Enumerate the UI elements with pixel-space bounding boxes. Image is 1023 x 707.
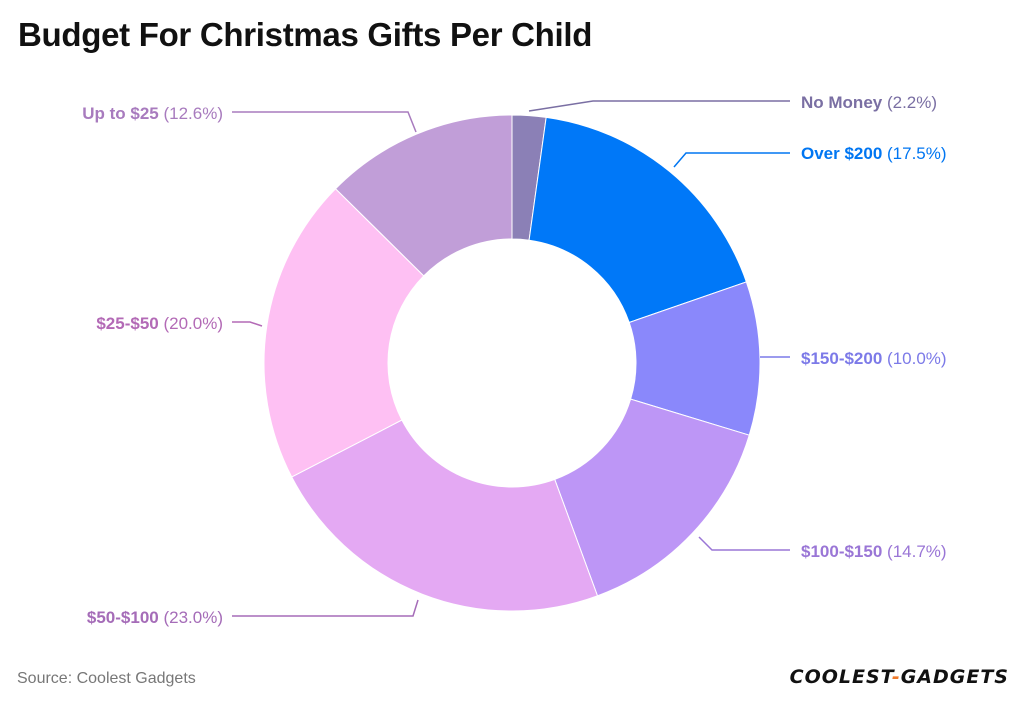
label-50-100: $50-$100 (23.0%) [87, 608, 223, 627]
slice-up-to-25 [334, 114, 513, 277]
chart-title: Budget For Christmas Gifts Per Child [18, 16, 593, 53]
label-25-50: $25-$50 (20.0%) [96, 314, 223, 333]
leader-lines [232, 100, 790, 617]
donut-slices [263, 114, 761, 612]
leader-line-50-100 [232, 599, 419, 617]
label-100-150: $100-$150 (14.7%) [801, 542, 947, 561]
slice-labels: No Money (2.2%) Over $200 (17.5%) $150-$20… [82, 93, 946, 627]
label-up-to-25: Up to $25 (12.6%) [82, 104, 223, 123]
slice-25-50 [263, 188, 425, 478]
slice-50-100 [291, 419, 599, 612]
brand-logo: COOLEST-GADGETS [789, 666, 1009, 688]
slice-over-200 [528, 116, 748, 324]
leader-line-no-money [528, 100, 790, 112]
source-note: Source: Coolest Gadgets [17, 670, 196, 687]
leader-line-100-150 [698, 536, 790, 551]
leader-line-over-200 [673, 152, 790, 168]
label-no-money: No Money (2.2%) [801, 93, 937, 112]
leader-line-up-to-25 [232, 111, 417, 133]
label-over-200: Over $200 (17.5%) [801, 144, 947, 163]
slice-100-150 [554, 398, 750, 597]
leader-line-25-50 [232, 321, 263, 327]
label-150-200: $150-$200 (10.0%) [801, 349, 947, 368]
